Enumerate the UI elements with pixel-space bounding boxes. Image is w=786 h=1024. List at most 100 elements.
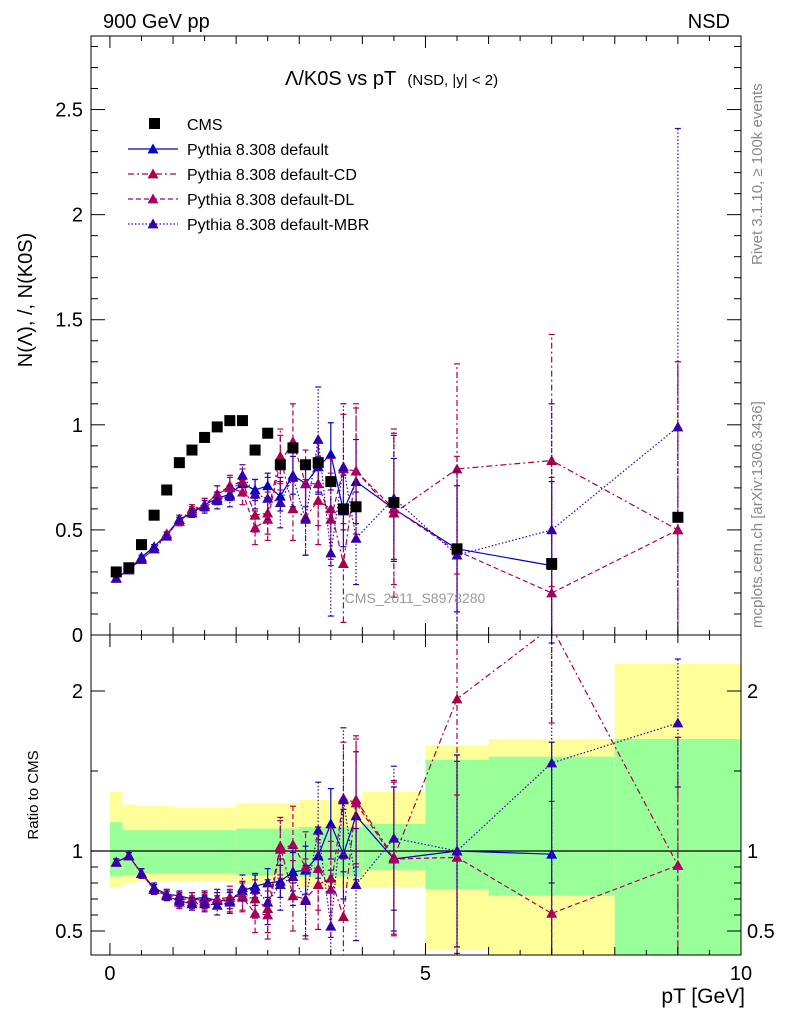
legend-label-4: Pythia 8.308 default-MBR	[187, 217, 369, 234]
main-point-4-23	[672, 421, 684, 432]
ratio-point-3-20	[388, 832, 400, 843]
main-point-4-21	[451, 549, 463, 560]
legend-label-2: Pythia 8.308 default-CD	[187, 167, 357, 184]
y-tick-label: 2	[72, 205, 83, 227]
main-point-4-0	[110, 572, 122, 583]
legend-marker-3	[147, 193, 159, 204]
ratio-point-3-11	[249, 883, 261, 894]
main-point-4-5	[173, 513, 185, 524]
ratio-point-2-22	[546, 907, 558, 918]
ratio-point-3-21	[451, 845, 463, 856]
ratio-point-2-14	[287, 839, 299, 849]
main-cms-point-17	[325, 476, 337, 488]
main-point-4-16	[312, 434, 324, 444]
ratio-y-tick-label: 2	[72, 681, 83, 703]
main-cms-point-5	[173, 457, 185, 469]
ratio-point-3-2	[135, 867, 147, 878]
main-point-4-17	[325, 547, 337, 558]
ratio-line-1	[115, 635, 679, 917]
main-point-4-10	[236, 469, 248, 480]
header-right: NSD	[688, 11, 730, 33]
title-suffix: (NSD, |y| < 2)	[407, 72, 498, 89]
y-axis-label: N(Λ), /, N(K0S)	[15, 233, 37, 367]
ratio-point-0-17	[325, 818, 337, 829]
band-inner-2	[135, 830, 174, 874]
analysis-id: CMS_2011_S8978280	[345, 590, 486, 606]
main-cms-point-11	[249, 444, 261, 456]
main-cms-point-12	[262, 427, 274, 439]
ratio-point-2-16	[312, 863, 324, 873]
chart-title: Λ/K0S vs pT (NSD, |y| < 2)	[285, 68, 498, 90]
main-cms-point-19	[350, 501, 362, 513]
ratio-y-tick-label-right: 1	[747, 841, 758, 863]
y-tick-label: 2.5	[55, 100, 83, 122]
x-tick-label: 5	[420, 963, 431, 985]
main-point-1-12	[262, 480, 274, 491]
main-point-4-12	[262, 492, 274, 503]
main-line-2	[115, 456, 679, 579]
main-point-4-4	[161, 530, 173, 541]
main-cms-point-9	[224, 415, 236, 427]
ratio-point-3-1	[123, 850, 135, 861]
y-tick-label: 0	[72, 625, 83, 647]
ratio-point-2-13	[274, 843, 286, 854]
band-inner-4	[236, 828, 300, 875]
main-cms-point-18	[337, 503, 349, 515]
main-cms-point-20	[388, 497, 400, 509]
ratio-point-3-4	[161, 890, 173, 901]
ratio-point-3-9	[224, 896, 236, 907]
side-label-bottom: mcplots.cern.ch [arXiv:1306.3436]	[749, 401, 766, 628]
main-point-4-22	[546, 524, 558, 535]
ratio-point-2-12	[262, 909, 274, 920]
main-cms-point-15	[300, 459, 312, 471]
main-point-3-19	[350, 465, 362, 476]
main-cms-point-8	[211, 421, 223, 433]
main-point-2-18	[337, 558, 349, 568]
ratio-uncertainty-bands	[91, 663, 741, 955]
main-panel-series	[110, 127, 684, 635]
main-line-1	[115, 453, 552, 579]
main-point-4-15	[300, 513, 312, 524]
ratio-point-3-17	[325, 920, 337, 931]
band-inner-0	[109, 822, 123, 877]
ratio-point-2-15	[300, 861, 312, 872]
legend: CMS Pythia 8.308 default Pythia 8.308 defa…	[128, 117, 369, 234]
ratio-point-2-20	[388, 853, 400, 864]
main-cms-point-3	[148, 509, 160, 521]
main-point-4-2	[135, 553, 147, 564]
legend-marker-4	[147, 218, 159, 229]
legend-label-3: Pythia 8.308 default-DL	[187, 192, 354, 209]
legend-marker-cms	[149, 118, 160, 129]
ratio-point-3-18	[337, 794, 349, 805]
ratio-point-3-19	[350, 879, 362, 889]
main-cms-point-13	[274, 459, 286, 471]
main-line-4	[115, 426, 679, 579]
ratio-point-1-14	[287, 890, 299, 901]
main-cms-point-16	[312, 457, 324, 469]
ratio-y-tick-label: 0.5	[55, 921, 83, 943]
main-point-4-8	[211, 494, 223, 505]
ratio-point-3-3	[148, 883, 160, 894]
main-cms-point-22	[546, 558, 558, 570]
x-tick-label: 10	[730, 963, 752, 985]
ratio-point-2-8	[211, 893, 223, 904]
ratio-point-3-0	[110, 856, 122, 867]
axis-ticks	[91, 36, 742, 955]
ratio-point-3-12	[262, 896, 274, 907]
main-tick-labels: 0 0.5 1 1.5 2 2.5	[55, 100, 83, 647]
ratio-point-1-18	[337, 911, 349, 921]
ratio-point-3-13	[274, 879, 286, 889]
main-point-2-11	[249, 509, 261, 520]
main-cms-point-6	[186, 444, 198, 456]
ratio-point-3-6	[186, 898, 198, 909]
main-point-4-7	[199, 501, 211, 512]
main-cms-point-1	[123, 562, 135, 574]
header-left: 900 GeV pp	[103, 11, 210, 33]
ratio-point-2-17	[325, 883, 337, 894]
ratio-tick-labels: 0.5 0.5 1 1 2 2 0 5 10	[55, 681, 775, 985]
main-cms-point-7	[199, 431, 211, 443]
main-point-4-9	[224, 490, 236, 501]
main-cms-point-2	[135, 539, 147, 551]
main-point-3-16	[312, 478, 324, 489]
